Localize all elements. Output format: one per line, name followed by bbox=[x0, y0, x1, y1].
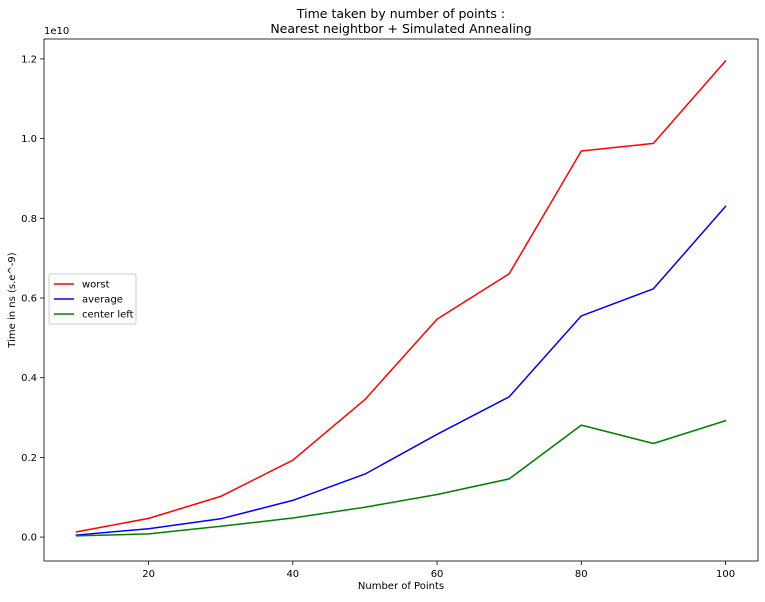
y-tick-label: 1.2 bbox=[21, 54, 37, 65]
series-line-worst bbox=[75, 59, 727, 533]
legend-label-center-left: center left bbox=[82, 310, 134, 321]
legend-label-worst: worst bbox=[82, 280, 110, 291]
y-tick-label: 0.0 bbox=[21, 533, 37, 544]
legend: worst average center left bbox=[48, 273, 137, 325]
series-line-center-left bbox=[75, 419, 727, 537]
y-tick-label: 0.2 bbox=[21, 453, 37, 464]
series-line-average bbox=[75, 205, 727, 536]
x-tick-label: 100 bbox=[716, 569, 735, 580]
y-tick-label: 0.6 bbox=[21, 294, 37, 305]
x-tick-label: 60 bbox=[431, 569, 444, 580]
chart-title: Time taken by number of points : bbox=[296, 6, 505, 21]
series-lines bbox=[75, 59, 727, 537]
legend-label-average: average bbox=[82, 295, 123, 306]
y-tick-label: 0.8 bbox=[21, 214, 37, 225]
chart-subtitle: Nearest neightbor + Simulated Annealing bbox=[270, 21, 531, 36]
x-axis-label: Number of Points bbox=[358, 581, 444, 592]
x-axis-ticks: 20 40 60 80 100 bbox=[142, 561, 735, 580]
y-tick-label: 0.4 bbox=[21, 373, 37, 384]
x-tick-label: 40 bbox=[286, 569, 299, 580]
y-axis-ticks: 0.0 0.2 0.4 0.6 0.8 1.0 1.2 bbox=[21, 54, 44, 544]
y-axis-offset-text: 1e10 bbox=[44, 26, 69, 37]
x-tick-label: 20 bbox=[142, 569, 155, 580]
legend-box bbox=[48, 273, 137, 325]
y-axis-label: Time in ns (s.e^-9) bbox=[7, 252, 18, 348]
y-tick-label: 1.0 bbox=[21, 134, 37, 145]
plot-area bbox=[43, 38, 759, 562]
x-tick-label: 80 bbox=[575, 569, 588, 580]
